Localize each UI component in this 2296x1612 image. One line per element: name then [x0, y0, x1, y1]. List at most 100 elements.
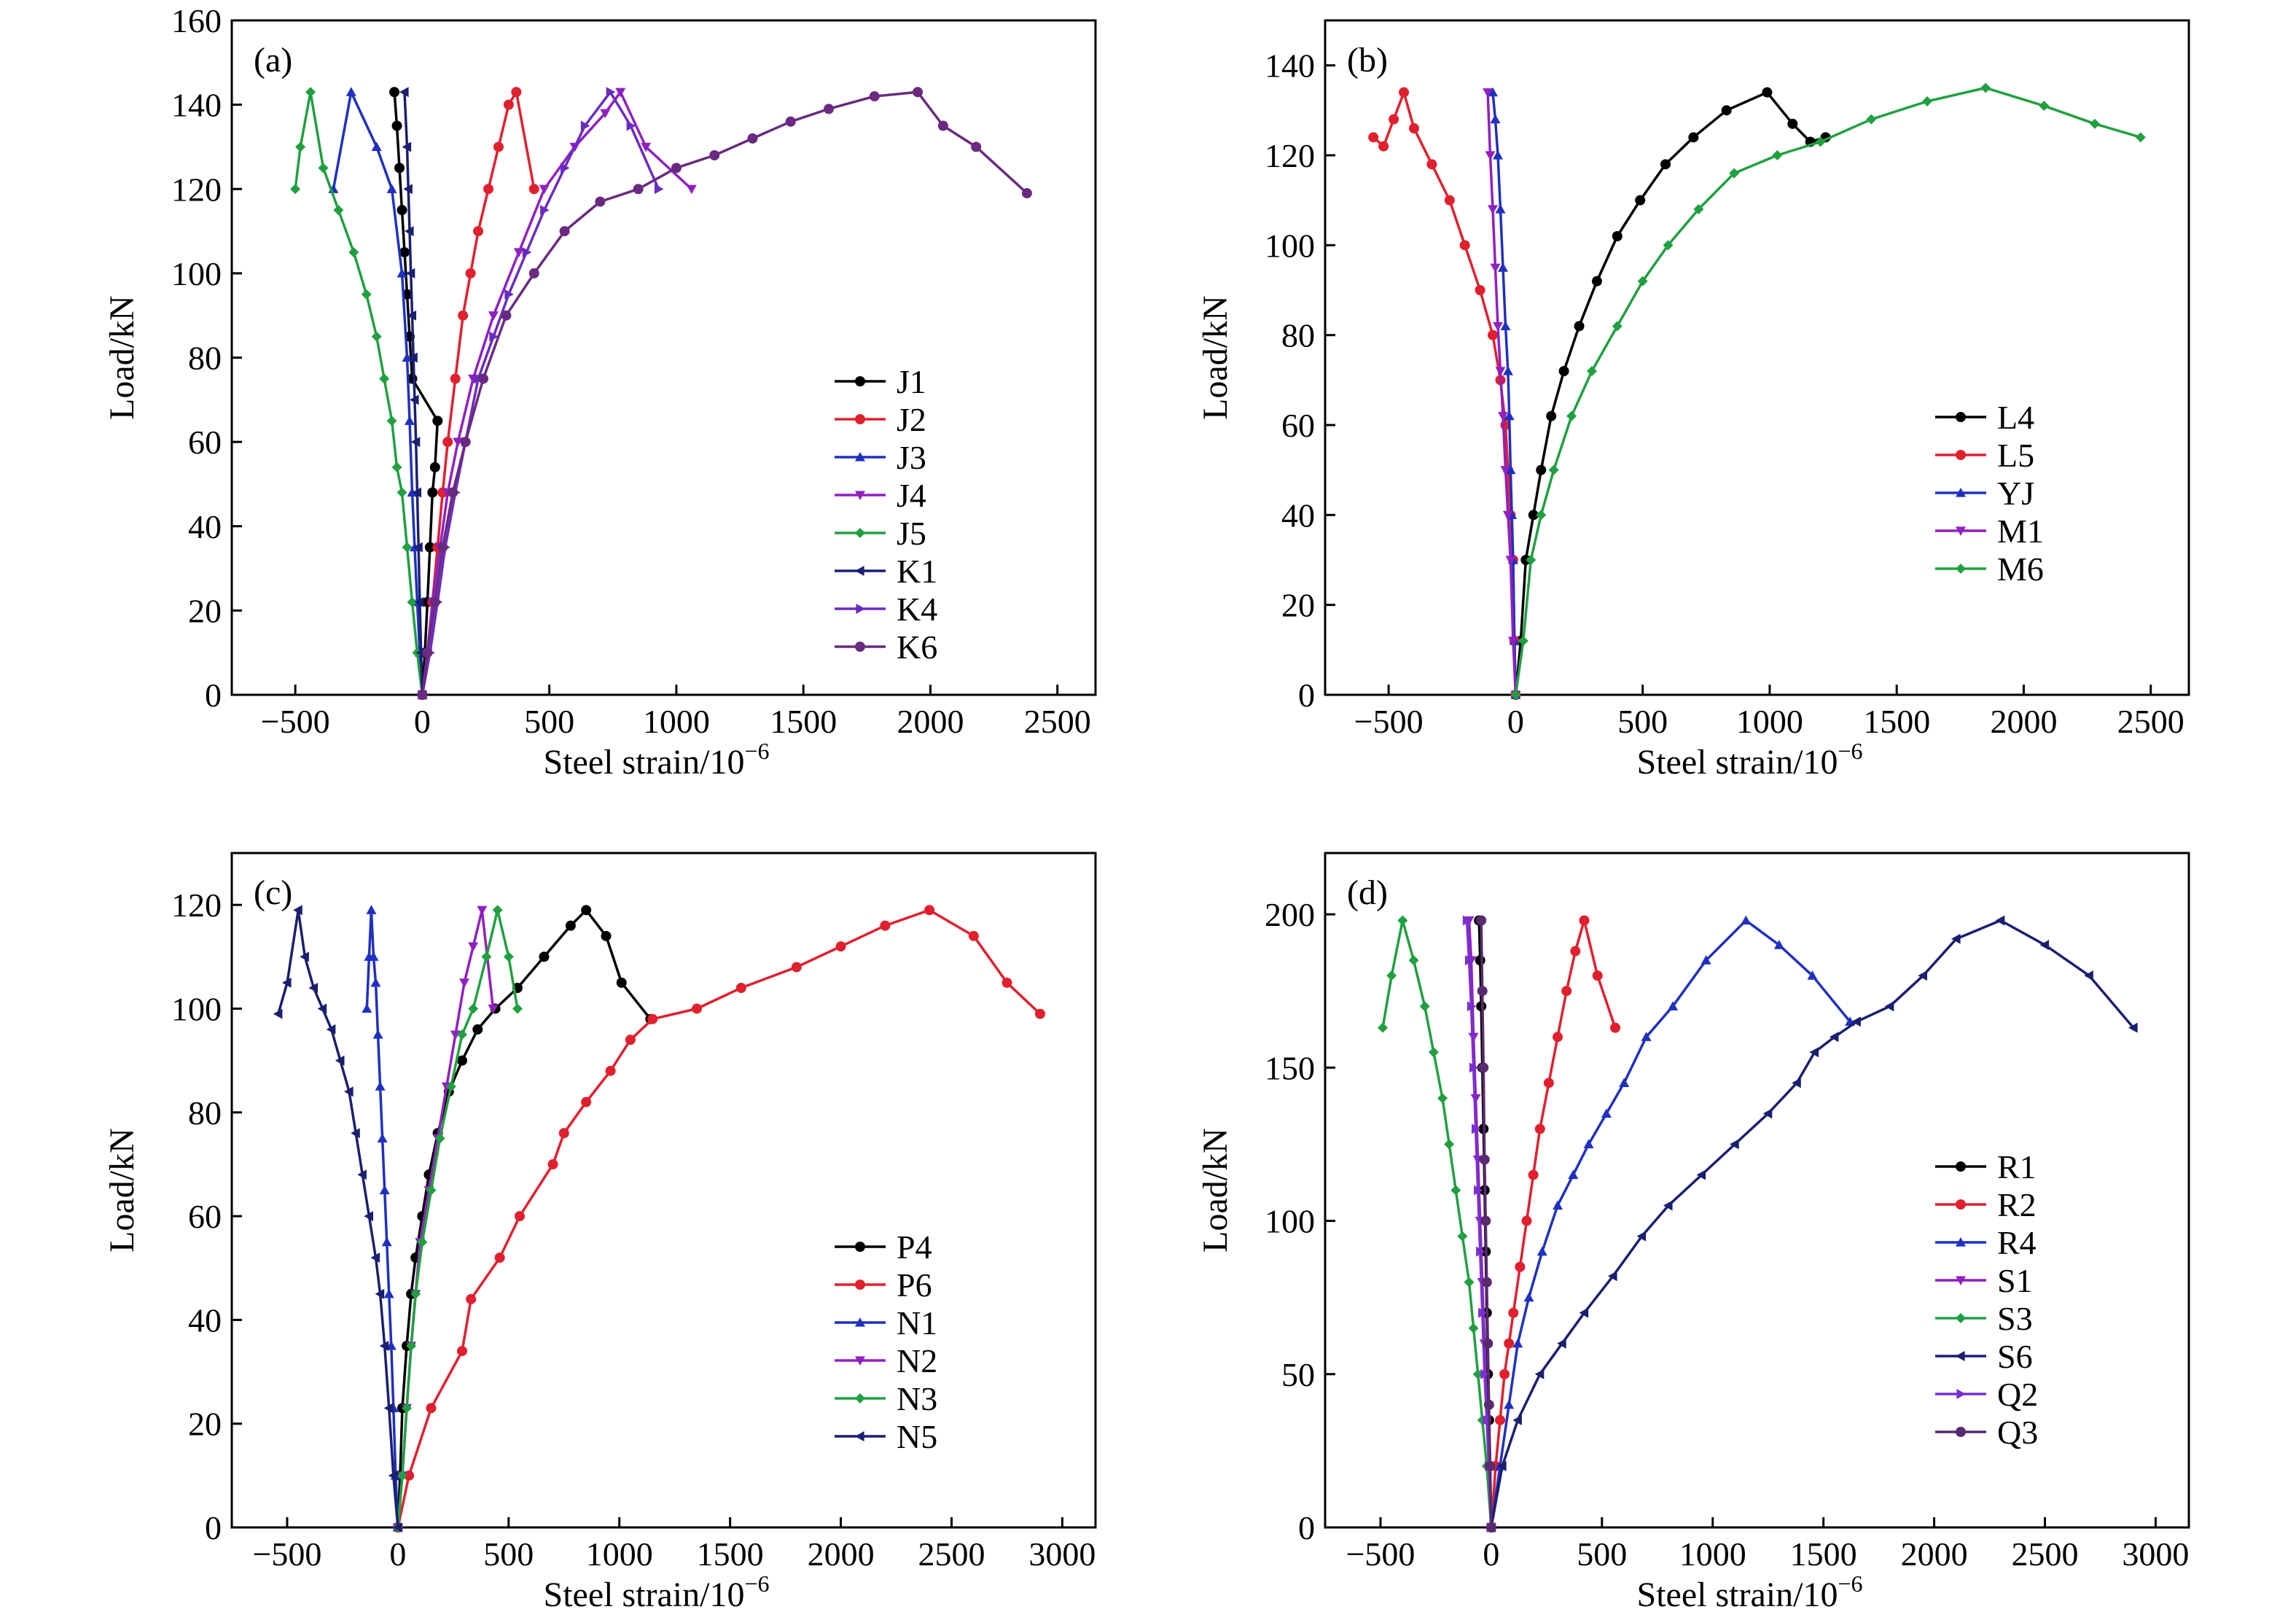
- legend-entry-L5: L5: [1935, 437, 2034, 474]
- data-point: [528, 268, 539, 279]
- data-point: [1495, 204, 1506, 214]
- data-point: [1534, 1368, 1545, 1379]
- data-point: [410, 437, 421, 448]
- legend-entry-N5: N5: [835, 1418, 937, 1455]
- series-L4: [1510, 87, 1831, 700]
- data-point: [364, 951, 375, 961]
- series-Q3: [1476, 915, 1496, 1533]
- legend-entry-N3: N3: [835, 1380, 937, 1417]
- y-tick-label: 0: [205, 677, 222, 714]
- legend-label: S3: [1997, 1300, 2033, 1337]
- legend-label: S1: [1997, 1262, 2033, 1299]
- data-point: [1464, 955, 1475, 966]
- data-point: [1497, 1460, 1507, 1471]
- y-tick-label: 150: [1265, 1049, 1315, 1086]
- series-line: [277, 908, 399, 1528]
- data-point: [1485, 151, 1496, 160]
- data-point: [560, 163, 570, 174]
- legend-entry-K6: K6: [835, 628, 937, 666]
- legend-label: J4: [897, 477, 926, 514]
- legend-label: N5: [897, 1418, 937, 1455]
- data-point: [735, 983, 746, 993]
- data-point: [379, 1185, 390, 1195]
- data-point: [1476, 1246, 1485, 1257]
- data-point: [391, 120, 402, 131]
- legend-marker: [855, 1280, 865, 1290]
- data-point: [290, 184, 301, 195]
- data-point: [326, 1024, 336, 1035]
- series-line: [1381, 919, 1493, 1528]
- x-tick-label: 1000: [1679, 1535, 1746, 1573]
- legend-marker: [855, 414, 865, 424]
- data-point: [1866, 114, 1877, 125]
- series-K1: [399, 87, 426, 700]
- x-tick-label: −500: [261, 703, 330, 740]
- data-point: [503, 99, 514, 110]
- series-P4: [392, 905, 656, 1533]
- legend-entry-R2: R2: [1935, 1186, 2037, 1223]
- data-point: [686, 184, 697, 195]
- y-tick-label: 40: [1281, 497, 1315, 534]
- data-point: [671, 163, 682, 174]
- data-point: [1829, 1032, 1839, 1043]
- legend-marker: [1956, 488, 1966, 497]
- legend-marker: [1956, 1389, 1966, 1399]
- legend-marker: [855, 491, 865, 500]
- data-point: [2128, 1022, 2138, 1033]
- data-point: [417, 690, 428, 700]
- data-point: [492, 905, 503, 916]
- data-point: [493, 141, 504, 152]
- data-point: [1468, 1323, 1479, 1333]
- data-point: [1660, 159, 1671, 170]
- data-point: [371, 141, 382, 152]
- series-line: [1486, 92, 1518, 696]
- data-point: [397, 268, 407, 278]
- x-tick-label: 1500: [1863, 703, 1930, 740]
- legend-entry-S1: S1: [1935, 1262, 2033, 1299]
- data-point: [489, 331, 499, 342]
- x-tick-label: 500: [1577, 1535, 1627, 1573]
- y-tick-label: 20: [1281, 587, 1315, 624]
- data-point: [1526, 555, 1536, 565]
- x-tick-label: 0: [414, 703, 431, 740]
- x-tick-label: 500: [483, 1535, 534, 1573]
- data-point: [478, 373, 489, 384]
- data-point: [1536, 464, 1547, 475]
- data-point: [565, 920, 576, 931]
- y-axis-label: Load/kN: [103, 1128, 141, 1253]
- data-point: [413, 542, 423, 553]
- x-tick-label: 2000: [1990, 703, 2057, 740]
- data-point: [1528, 510, 1539, 521]
- data-point: [1472, 1124, 1481, 1134]
- data-point: [1483, 1338, 1493, 1349]
- data-point: [647, 1013, 658, 1024]
- data-point: [1485, 1460, 1496, 1471]
- x-axis-label: Steel strain/10−6: [544, 1570, 770, 1612]
- data-point: [388, 1470, 398, 1481]
- series-YJ: [1488, 87, 1521, 699]
- legend-entry-J4: J4: [835, 477, 926, 514]
- y-tick-label: 140: [1265, 47, 1315, 85]
- data-point: [457, 1055, 467, 1066]
- data-point: [281, 977, 292, 988]
- data-point: [379, 1340, 389, 1351]
- data-point: [404, 226, 414, 237]
- chart-panel-b: −500 0 500 1000 1500 2000 2500 0 20 40 60 80 100 120 1…: [1196, 19, 2190, 782]
- legend-entry-YJ: YJ: [1935, 475, 2034, 512]
- data-point: [457, 1346, 467, 1357]
- data-point: [1510, 690, 1521, 700]
- data-point: [1688, 132, 1699, 143]
- data-point: [450, 1030, 461, 1040]
- data-point: [1490, 114, 1501, 124]
- data-point: [1558, 366, 1569, 376]
- data-point: [601, 930, 612, 941]
- x-tick-label: 500: [524, 703, 574, 740]
- data-point: [835, 941, 846, 952]
- x-tick-label: 1000: [643, 703, 710, 740]
- data-point: [1444, 195, 1455, 206]
- data-point: [615, 87, 626, 98]
- data-point: [1636, 1231, 1647, 1242]
- legend-label: M1: [1997, 513, 2044, 550]
- data-point: [417, 1237, 428, 1247]
